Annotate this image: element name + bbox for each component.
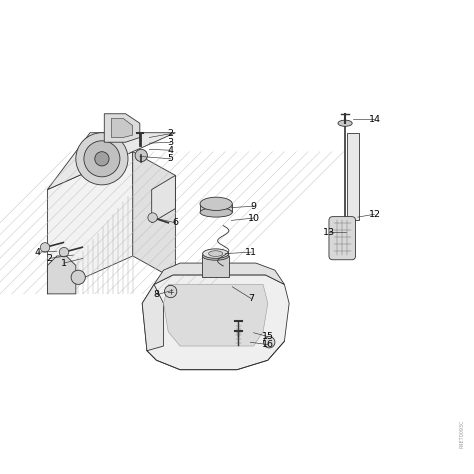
Polygon shape	[200, 204, 232, 212]
Text: 9: 9	[251, 202, 256, 210]
Circle shape	[164, 285, 177, 298]
Text: 14: 14	[368, 115, 381, 124]
Polygon shape	[164, 284, 268, 346]
Text: 2: 2	[47, 254, 53, 263]
Text: 3: 3	[168, 138, 173, 146]
Polygon shape	[47, 133, 175, 190]
Text: 1: 1	[61, 259, 67, 267]
Text: 12: 12	[368, 210, 381, 219]
Text: 2: 2	[168, 129, 173, 138]
Text: 10: 10	[247, 214, 260, 222]
Polygon shape	[47, 256, 76, 294]
Ellipse shape	[200, 197, 232, 210]
Polygon shape	[47, 152, 133, 294]
Circle shape	[135, 149, 147, 162]
Text: R4ET0093C: R4ET0093C	[460, 419, 465, 448]
Text: 4: 4	[168, 146, 173, 155]
Circle shape	[59, 247, 69, 257]
Text: 7: 7	[248, 294, 254, 303]
Polygon shape	[154, 263, 284, 284]
Polygon shape	[152, 175, 175, 223]
Polygon shape	[133, 152, 175, 280]
Polygon shape	[142, 284, 164, 351]
Circle shape	[84, 141, 120, 177]
Text: 11: 11	[245, 248, 257, 256]
Text: 4: 4	[35, 248, 41, 256]
Ellipse shape	[209, 251, 223, 256]
Circle shape	[95, 152, 109, 166]
Circle shape	[71, 270, 85, 284]
Text: 5: 5	[168, 155, 173, 163]
Polygon shape	[202, 256, 229, 277]
Text: 6: 6	[173, 219, 178, 227]
Polygon shape	[347, 133, 359, 220]
Text: 13: 13	[323, 228, 336, 237]
Ellipse shape	[202, 252, 229, 260]
Circle shape	[76, 133, 128, 185]
FancyBboxPatch shape	[329, 217, 356, 260]
Text: 16: 16	[262, 340, 274, 349]
Circle shape	[148, 213, 157, 222]
Ellipse shape	[340, 218, 350, 223]
Text: 8: 8	[154, 291, 159, 299]
Ellipse shape	[200, 208, 232, 217]
Polygon shape	[111, 118, 133, 137]
Text: 15: 15	[262, 332, 274, 341]
Circle shape	[264, 337, 275, 348]
Polygon shape	[104, 114, 140, 142]
Circle shape	[40, 243, 50, 252]
Polygon shape	[142, 275, 289, 370]
Ellipse shape	[203, 249, 228, 258]
Ellipse shape	[338, 120, 352, 127]
